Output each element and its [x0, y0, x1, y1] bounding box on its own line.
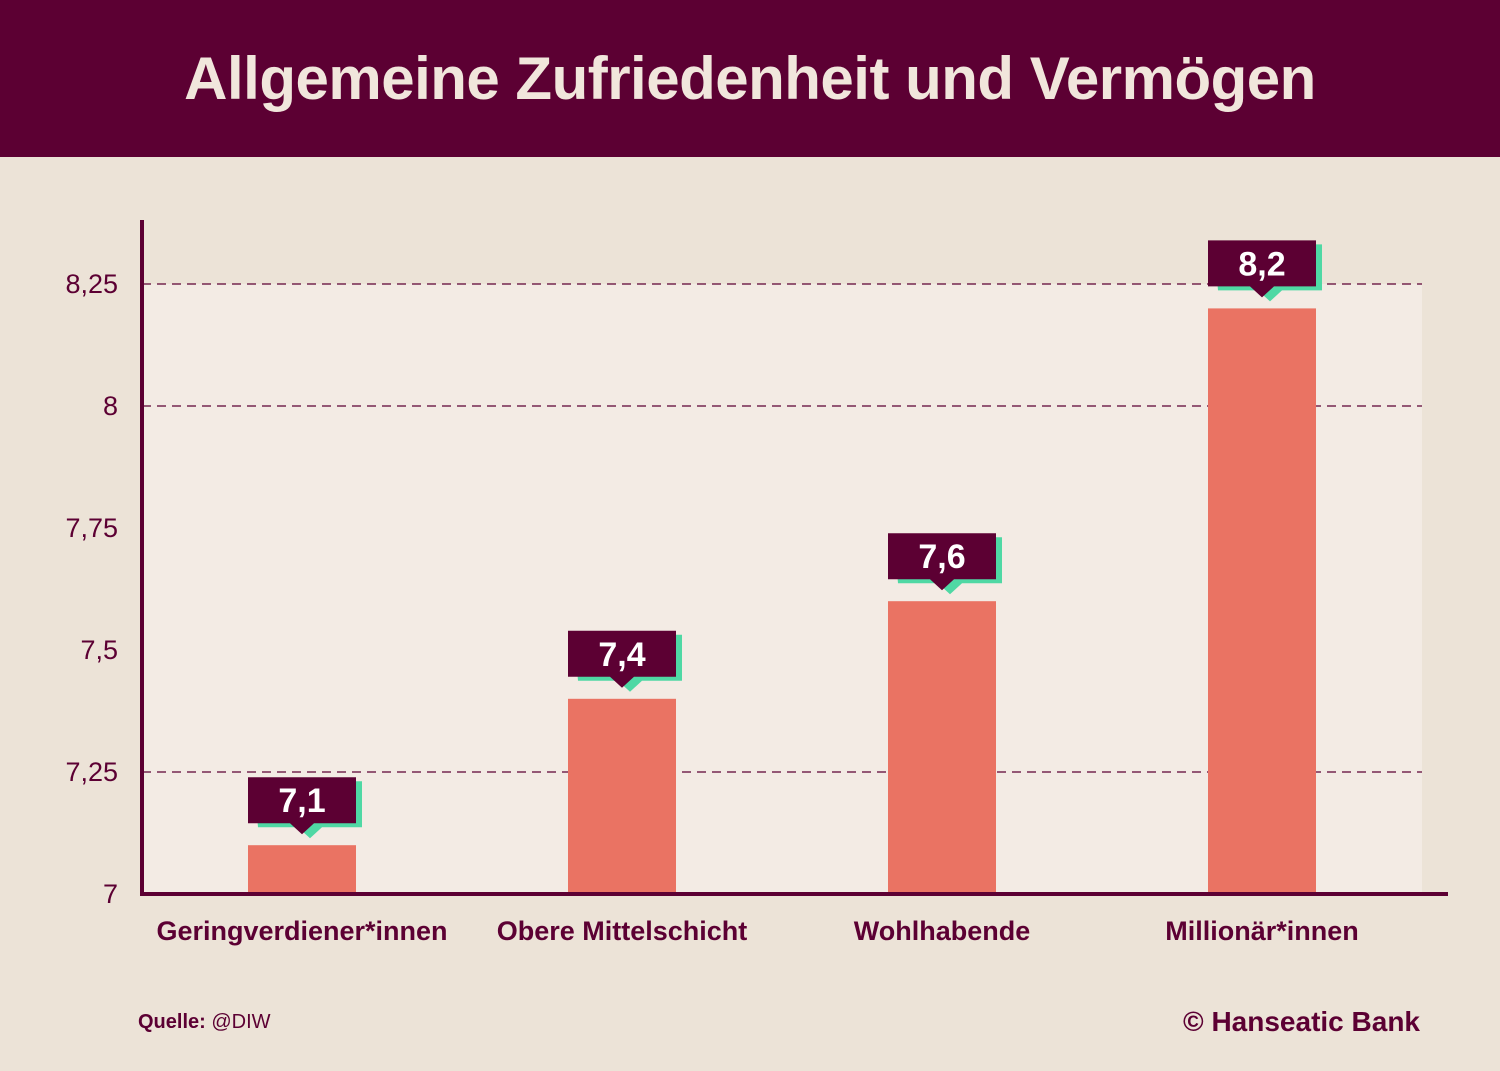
- chart-title: Allgemeine Zufriedenheit und Vermögen: [184, 45, 1316, 112]
- bar: [1208, 308, 1316, 894]
- x-tick-label: Millionär*innen: [1165, 916, 1359, 946]
- source-label: Quelle:: [138, 1011, 206, 1033]
- data-label: 7,4: [598, 636, 645, 674]
- data-label-box: [248, 777, 356, 835]
- x-tick-label: Geringverdiener*innen: [156, 916, 447, 946]
- header-banner: Allgemeine Zufriedenheit und Vermögen: [0, 0, 1500, 157]
- x-tick-label: Wohlhabende: [854, 916, 1031, 946]
- y-tick-label: 8,25: [65, 269, 118, 299]
- y-tick-label: 7,25: [65, 757, 118, 787]
- data-label-box: [568, 630, 676, 688]
- data-label: 7,6: [918, 538, 965, 576]
- bar: [888, 601, 996, 894]
- y-tick-label: 7: [103, 879, 118, 909]
- data-label-box: [1208, 240, 1316, 298]
- data-label: 8,2: [1238, 245, 1285, 283]
- data-label-box: [888, 533, 996, 591]
- y-tick-label: 7,5: [80, 635, 118, 665]
- source-value: @DIW: [211, 1011, 271, 1033]
- copyright-note: © Hanseatic Bank: [1183, 1006, 1420, 1037]
- data-label: 7,1: [278, 782, 325, 820]
- x-tick-label: Obere Mittelschicht: [497, 916, 748, 946]
- bar: [568, 698, 676, 894]
- source-note: Quelle: @DIW: [138, 1011, 271, 1034]
- bar: [248, 845, 356, 894]
- y-tick-label: 8: [103, 391, 118, 421]
- y-tick-label: 7,75: [65, 513, 118, 543]
